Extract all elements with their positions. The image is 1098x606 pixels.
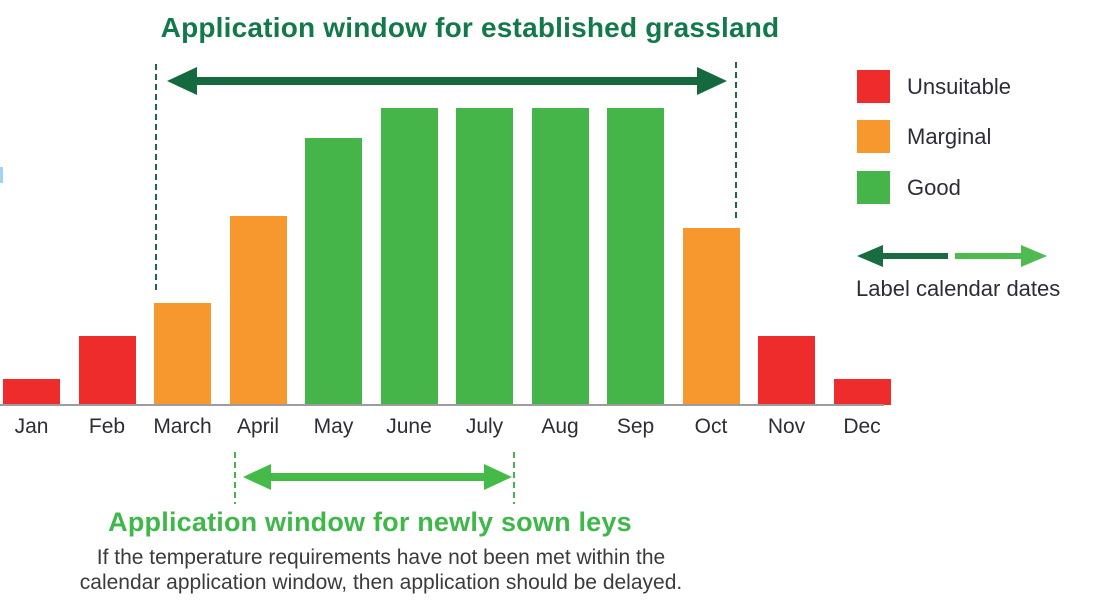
bar-june [380,108,438,405]
newly-sown-window-arrow [243,464,512,490]
established-window-end-line [735,62,737,220]
bar-march [154,303,211,405]
footnote: If the temperature requirements have not… [0,545,762,595]
month-label-july: July [465,415,504,438]
chart-title: Application window for established grass… [160,12,780,43]
legend-label: Unsuitable [907,73,1011,99]
bar-sep [607,108,664,405]
legend-label: Marginal [907,123,992,149]
calendar-dates-right-arrow-icon [955,245,1047,267]
footnote-line-2: calendar application window, then applic… [79,571,683,594]
newly-sown-title: Application window for newly sown leys [108,507,632,537]
arrow-right-head-icon [484,464,512,490]
established-window-arrow [167,67,727,95]
calendar-dates-left-arrow-icon [857,245,948,267]
bar-aug [531,108,589,405]
arrow-shaft [877,253,948,259]
legend-label: Good [907,174,961,200]
x-axis-baseline [0,404,884,406]
bar-dec [833,379,891,405]
arrow-shaft [191,77,703,85]
month-label-aug: Aug [541,415,579,438]
unsuitable-swatch [857,70,890,103]
month-label-march: March [153,415,212,438]
arrow-right-head-icon [697,67,727,95]
arrow-shaft [265,473,490,481]
month-label-nov: Nov [767,415,806,438]
cropped-edge-artifact [0,167,3,183]
arrow-left-head-icon [857,245,883,267]
bar-nov [758,336,815,405]
arrow-shaft [955,253,1027,259]
bar-july [456,108,513,405]
legend-item-unsuitable: Unsuitable [857,70,1011,103]
bar-feb [78,336,136,405]
month-label-june: June [386,415,432,438]
good-swatch [857,171,890,204]
calendar-dates-label: Label calendar dates [856,276,1061,301]
month-label-dec: Dec [843,415,881,438]
bar-jan [3,379,60,405]
legend-item-good: Good [857,171,961,204]
footnote-line-1: If the temperature requirements have not… [96,546,666,569]
bar-may [305,138,362,405]
month-label-sep: Sep [616,415,655,438]
month-label-may: May [313,415,354,438]
bar-april [229,216,287,405]
newly-sown-window-start-line [234,452,236,504]
month-label-jan: Jan [14,415,49,438]
arrow-right-head-icon [1021,245,1047,267]
marginal-swatch [857,120,890,153]
legend-item-marginal: Marginal [857,120,991,153]
month-label-feb: Feb [88,415,126,438]
month-label-april: April [236,415,279,438]
established-window-start-line [155,64,157,292]
newly-sown-window-end-line [513,452,515,504]
month-label-oct: Oct [694,415,728,438]
bar-oct [682,228,740,405]
